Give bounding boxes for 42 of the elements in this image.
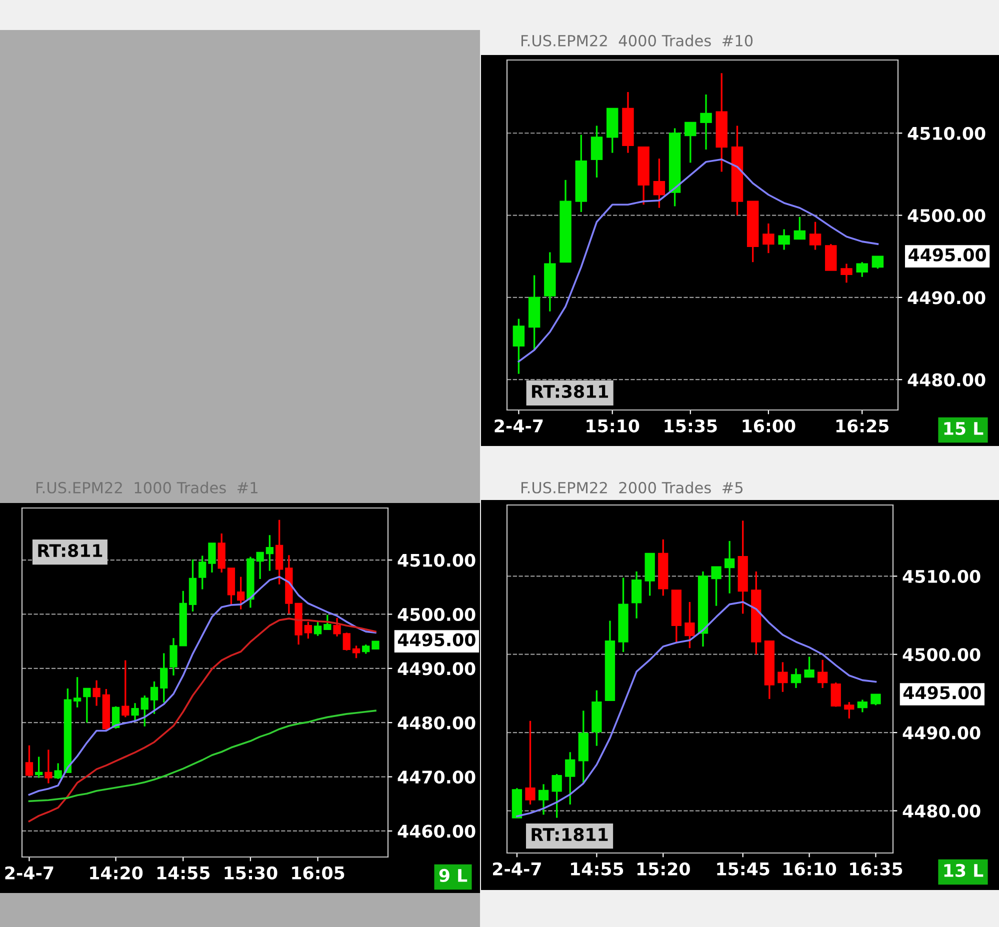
- text: 13 L: [944, 864, 984, 878]
- text: 9 L: [439, 868, 468, 882]
- x-tick-label: 16:00: [742, 419, 796, 432]
- text: 4495.00: [908, 248, 986, 262]
- x-tick-label: 15:45: [717, 862, 770, 876]
- x-tick-label: 16:35: [850, 862, 902, 876]
- x-tick-label: 15:10: [586, 419, 640, 432]
- y-tick-label: 4480.00: [902, 804, 980, 818]
- y-tick-label: 4480.00: [398, 716, 476, 730]
- annotation: RT:3811: [532, 384, 608, 398]
- x-tick-label: 15:30: [224, 866, 278, 880]
- text: 4495.00: [398, 633, 476, 646]
- chart-title: F.US.EPM22 2000 Trades #5: [522, 482, 743, 494]
- y-tick-label: 4490.00: [908, 291, 986, 304]
- x-tick-label: 2-4-7: [5, 866, 54, 880]
- chart-title: F.US.EPM22 1000 Trades #1: [36, 482, 258, 494]
- y-tick-label: 4480.00: [908, 373, 986, 386]
- annotation: RT:1811: [532, 828, 608, 842]
- y-tick-label: 4490.00: [902, 726, 980, 740]
- y-tick-label: 4500.00: [398, 608, 476, 622]
- annotation: RT:811: [38, 544, 102, 558]
- x-tick-label: 2-4-7: [493, 862, 541, 876]
- text: 4495.00: [903, 686, 981, 700]
- x-tick-label: 14:55: [571, 862, 624, 876]
- y-tick-label: 4500.00: [902, 648, 980, 662]
- y-tick-label: 4510.00: [902, 570, 980, 584]
- x-tick-label: 15:35: [664, 419, 717, 432]
- y-tick-label: 4510.00: [908, 126, 986, 140]
- x-tick-label: 14:20: [90, 866, 143, 880]
- y-tick-label: 4460.00: [398, 824, 476, 838]
- text: 15 L: [944, 422, 984, 436]
- x-tick-label: 16:25: [836, 419, 889, 432]
- x-tick-label: 16:10: [784, 862, 836, 876]
- x-tick-label: 16:05: [292, 866, 344, 880]
- chart-title: F.US.EPM22 4000 Trades #10: [522, 34, 753, 46]
- y-tick-label: 4490.00: [398, 662, 476, 676]
- x-tick-label: 14:55: [157, 866, 210, 880]
- x-tick-label: 15:20: [637, 862, 690, 876]
- y-tick-label: 4470.00: [398, 770, 476, 784]
- x-tick-label: 2-4-7: [494, 419, 543, 432]
- y-tick-label: 4500.00: [908, 208, 986, 222]
- y-tick-label: 4510.00: [398, 554, 476, 567]
